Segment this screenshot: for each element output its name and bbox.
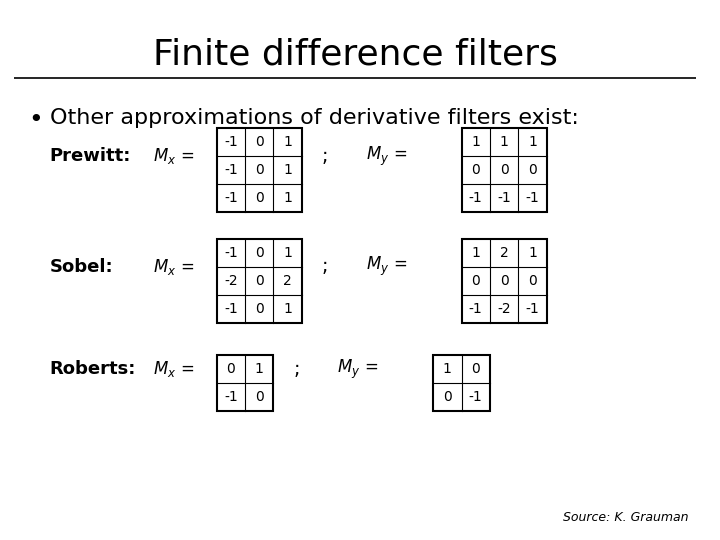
Text: 1: 1 [443,362,451,376]
Text: 0: 0 [500,274,508,288]
Text: Prewitt:: Prewitt: [50,147,131,165]
Text: 0: 0 [255,390,264,404]
Text: 0: 0 [255,191,264,205]
Text: 1: 1 [500,135,508,149]
Text: 0: 0 [255,246,264,260]
Text: 0: 0 [528,274,537,288]
Text: ;: ; [322,257,328,276]
Text: 1: 1 [528,246,537,260]
Text: Source: K. Grauman: Source: K. Grauman [563,511,689,524]
Text: -1: -1 [224,246,238,260]
Text: 0: 0 [255,302,264,316]
Text: $M_x$ =: $M_x$ = [153,359,194,380]
Text: -1: -1 [224,302,238,316]
Text: 1: 1 [255,362,264,376]
Text: -1: -1 [469,302,482,316]
Text: 0: 0 [528,163,537,177]
Text: 0: 0 [255,135,264,149]
Text: 0: 0 [255,163,264,177]
Text: -1: -1 [469,191,482,205]
Text: Roberts:: Roberts: [50,360,136,379]
Text: -2: -2 [498,302,511,316]
Text: Sobel:: Sobel: [50,258,113,276]
Text: 1: 1 [283,163,292,177]
Text: -1: -1 [526,302,539,316]
Text: -1: -1 [224,135,238,149]
Text: 0: 0 [472,274,480,288]
Text: Finite difference filters: Finite difference filters [153,38,557,72]
Text: 0: 0 [500,163,508,177]
Text: $M_y$ =: $M_y$ = [337,358,379,381]
FancyBboxPatch shape [217,239,302,323]
Text: 0: 0 [226,362,235,376]
Text: $M_y$ =: $M_y$ = [366,145,407,167]
Text: 2: 2 [283,274,292,288]
FancyBboxPatch shape [433,355,490,411]
Text: -1: -1 [224,163,238,177]
FancyBboxPatch shape [217,128,302,212]
FancyBboxPatch shape [462,128,546,212]
Text: 1: 1 [528,135,537,149]
Text: 1: 1 [283,302,292,316]
Text: 0: 0 [472,362,480,376]
Text: -1: -1 [224,390,238,404]
Text: 1: 1 [472,135,480,149]
Text: •: • [28,108,43,132]
Text: Other approximations of derivative filters exist:: Other approximations of derivative filte… [50,108,579,128]
Text: -2: -2 [224,274,238,288]
Text: -1: -1 [224,191,238,205]
Text: -1: -1 [526,191,539,205]
Text: 1: 1 [472,246,480,260]
Text: $M_x$ =: $M_x$ = [153,256,194,277]
Text: 0: 0 [443,390,451,404]
Text: -1: -1 [498,191,511,205]
Text: ;: ; [322,146,328,166]
Text: 2: 2 [500,246,508,260]
Text: ;: ; [294,360,300,379]
Text: $M_y$ =: $M_y$ = [366,255,407,278]
Text: $M_x$ =: $M_x$ = [153,146,194,166]
Text: 1: 1 [283,246,292,260]
Text: 0: 0 [255,274,264,288]
Text: 0: 0 [472,163,480,177]
FancyBboxPatch shape [462,239,546,323]
Text: -1: -1 [469,390,482,404]
FancyBboxPatch shape [217,355,274,411]
Text: 1: 1 [283,135,292,149]
Text: 1: 1 [283,191,292,205]
